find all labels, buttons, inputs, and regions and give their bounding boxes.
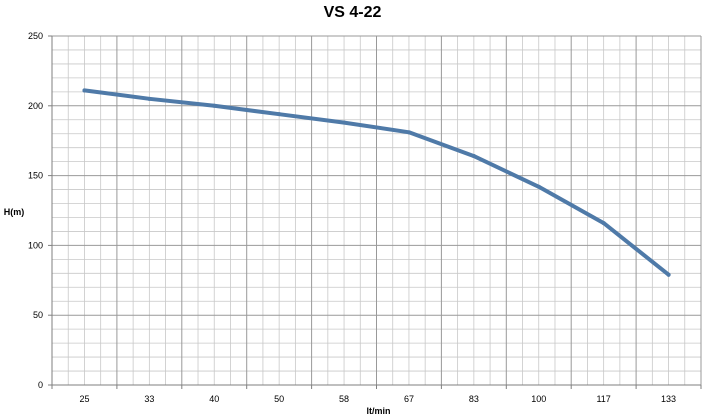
x-tick-label: 58 — [339, 394, 349, 404]
x-tick-label: 100 — [531, 394, 546, 404]
y-tick-label: 250 — [28, 31, 43, 41]
x-tick-label: 50 — [274, 394, 284, 404]
x-axis-title: lt/min — [367, 406, 391, 416]
data-point — [601, 221, 606, 226]
chart-title: VS 4-22 — [323, 4, 382, 21]
y-axis-title: H(m) — [4, 207, 25, 217]
grid — [51, 35, 702, 386]
x-tick-labels: 25 33 40 50 58 67 83 100 117 133 — [79, 394, 676, 404]
x-tick-label: 117 — [596, 394, 610, 404]
data-point — [406, 130, 411, 135]
y-tick-label: 0 — [38, 380, 43, 390]
x-tick-label: 67 — [404, 394, 414, 404]
y-tick-label: 150 — [28, 171, 43, 181]
y-tick-label: 50 — [33, 310, 43, 320]
series-layer — [82, 88, 671, 277]
data-point — [277, 112, 282, 117]
series-line — [82, 88, 671, 277]
data-point — [82, 88, 87, 93]
y-tick-label: 200 — [28, 101, 43, 111]
y-tick-labels: 0 50 100 150 200 250 — [28, 31, 43, 390]
data-point — [536, 184, 541, 189]
data-point — [147, 96, 152, 101]
data-point — [342, 120, 347, 125]
y-tick-label: 100 — [28, 240, 43, 250]
data-point — [471, 154, 476, 159]
x-tick-label: 40 — [209, 394, 219, 404]
axes — [48, 35, 702, 389]
x-tick-label: 83 — [469, 394, 479, 404]
data-point — [666, 272, 671, 277]
x-tick-label: 33 — [144, 394, 154, 404]
data-point — [212, 103, 217, 108]
x-tick-label: 25 — [79, 394, 89, 404]
x-tick-label: 133 — [661, 394, 676, 404]
